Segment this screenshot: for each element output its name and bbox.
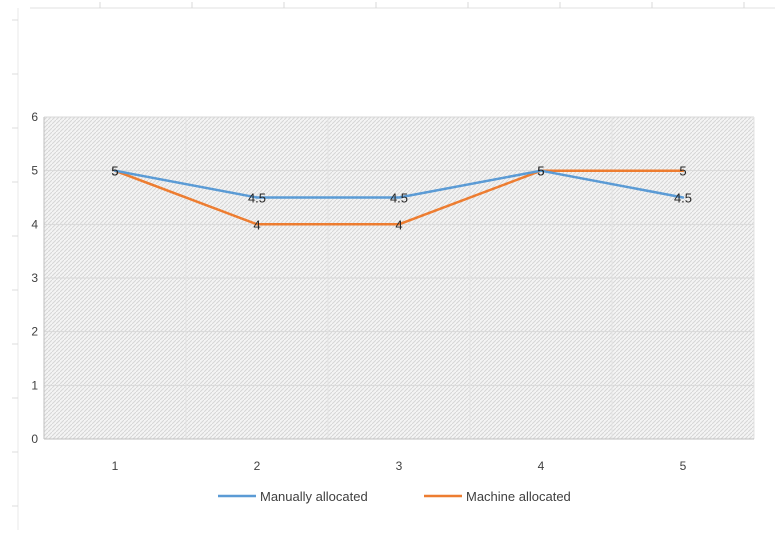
x-tick-label: 1	[112, 459, 119, 473]
series-line	[113, 169, 685, 226]
x-tick-label: 5	[680, 459, 687, 473]
y-tick-label: 5	[31, 164, 38, 178]
x-tick-label: 2	[254, 459, 261, 473]
series-line	[113, 169, 685, 199]
data-label: 5	[111, 164, 118, 179]
axes: 0 1 2 3 4 5 6 1 2 3 4 5	[31, 110, 754, 473]
legend-label: Machine allocated	[466, 489, 571, 504]
data-label: 4	[395, 217, 402, 232]
legend: Manually allocated Machine allocated	[218, 489, 571, 504]
data-label: 4	[253, 217, 260, 232]
data-label: 5	[679, 164, 686, 179]
legend-label: Manually allocated	[260, 489, 368, 504]
data-label: 4.5	[248, 191, 266, 206]
data-labels: 54.5 4.554.554 45 5	[111, 164, 692, 233]
y-tick-label: 4	[31, 217, 38, 231]
y-tick-label: 1	[31, 378, 38, 392]
series	[113, 169, 685, 226]
y-tick-label: 6	[31, 110, 38, 124]
y-tick-label: 0	[31, 432, 38, 446]
data-label: 5	[537, 164, 544, 179]
y-tick-label: 2	[31, 325, 38, 339]
x-tick-label: 4	[538, 459, 545, 473]
data-label: 5	[537, 164, 544, 179]
y-tick-label: 3	[31, 271, 38, 285]
x-tick-label: 3	[396, 459, 403, 473]
data-label: 5	[111, 164, 118, 179]
data-label: 4.5	[674, 191, 692, 206]
data-label: 4.5	[390, 191, 408, 206]
